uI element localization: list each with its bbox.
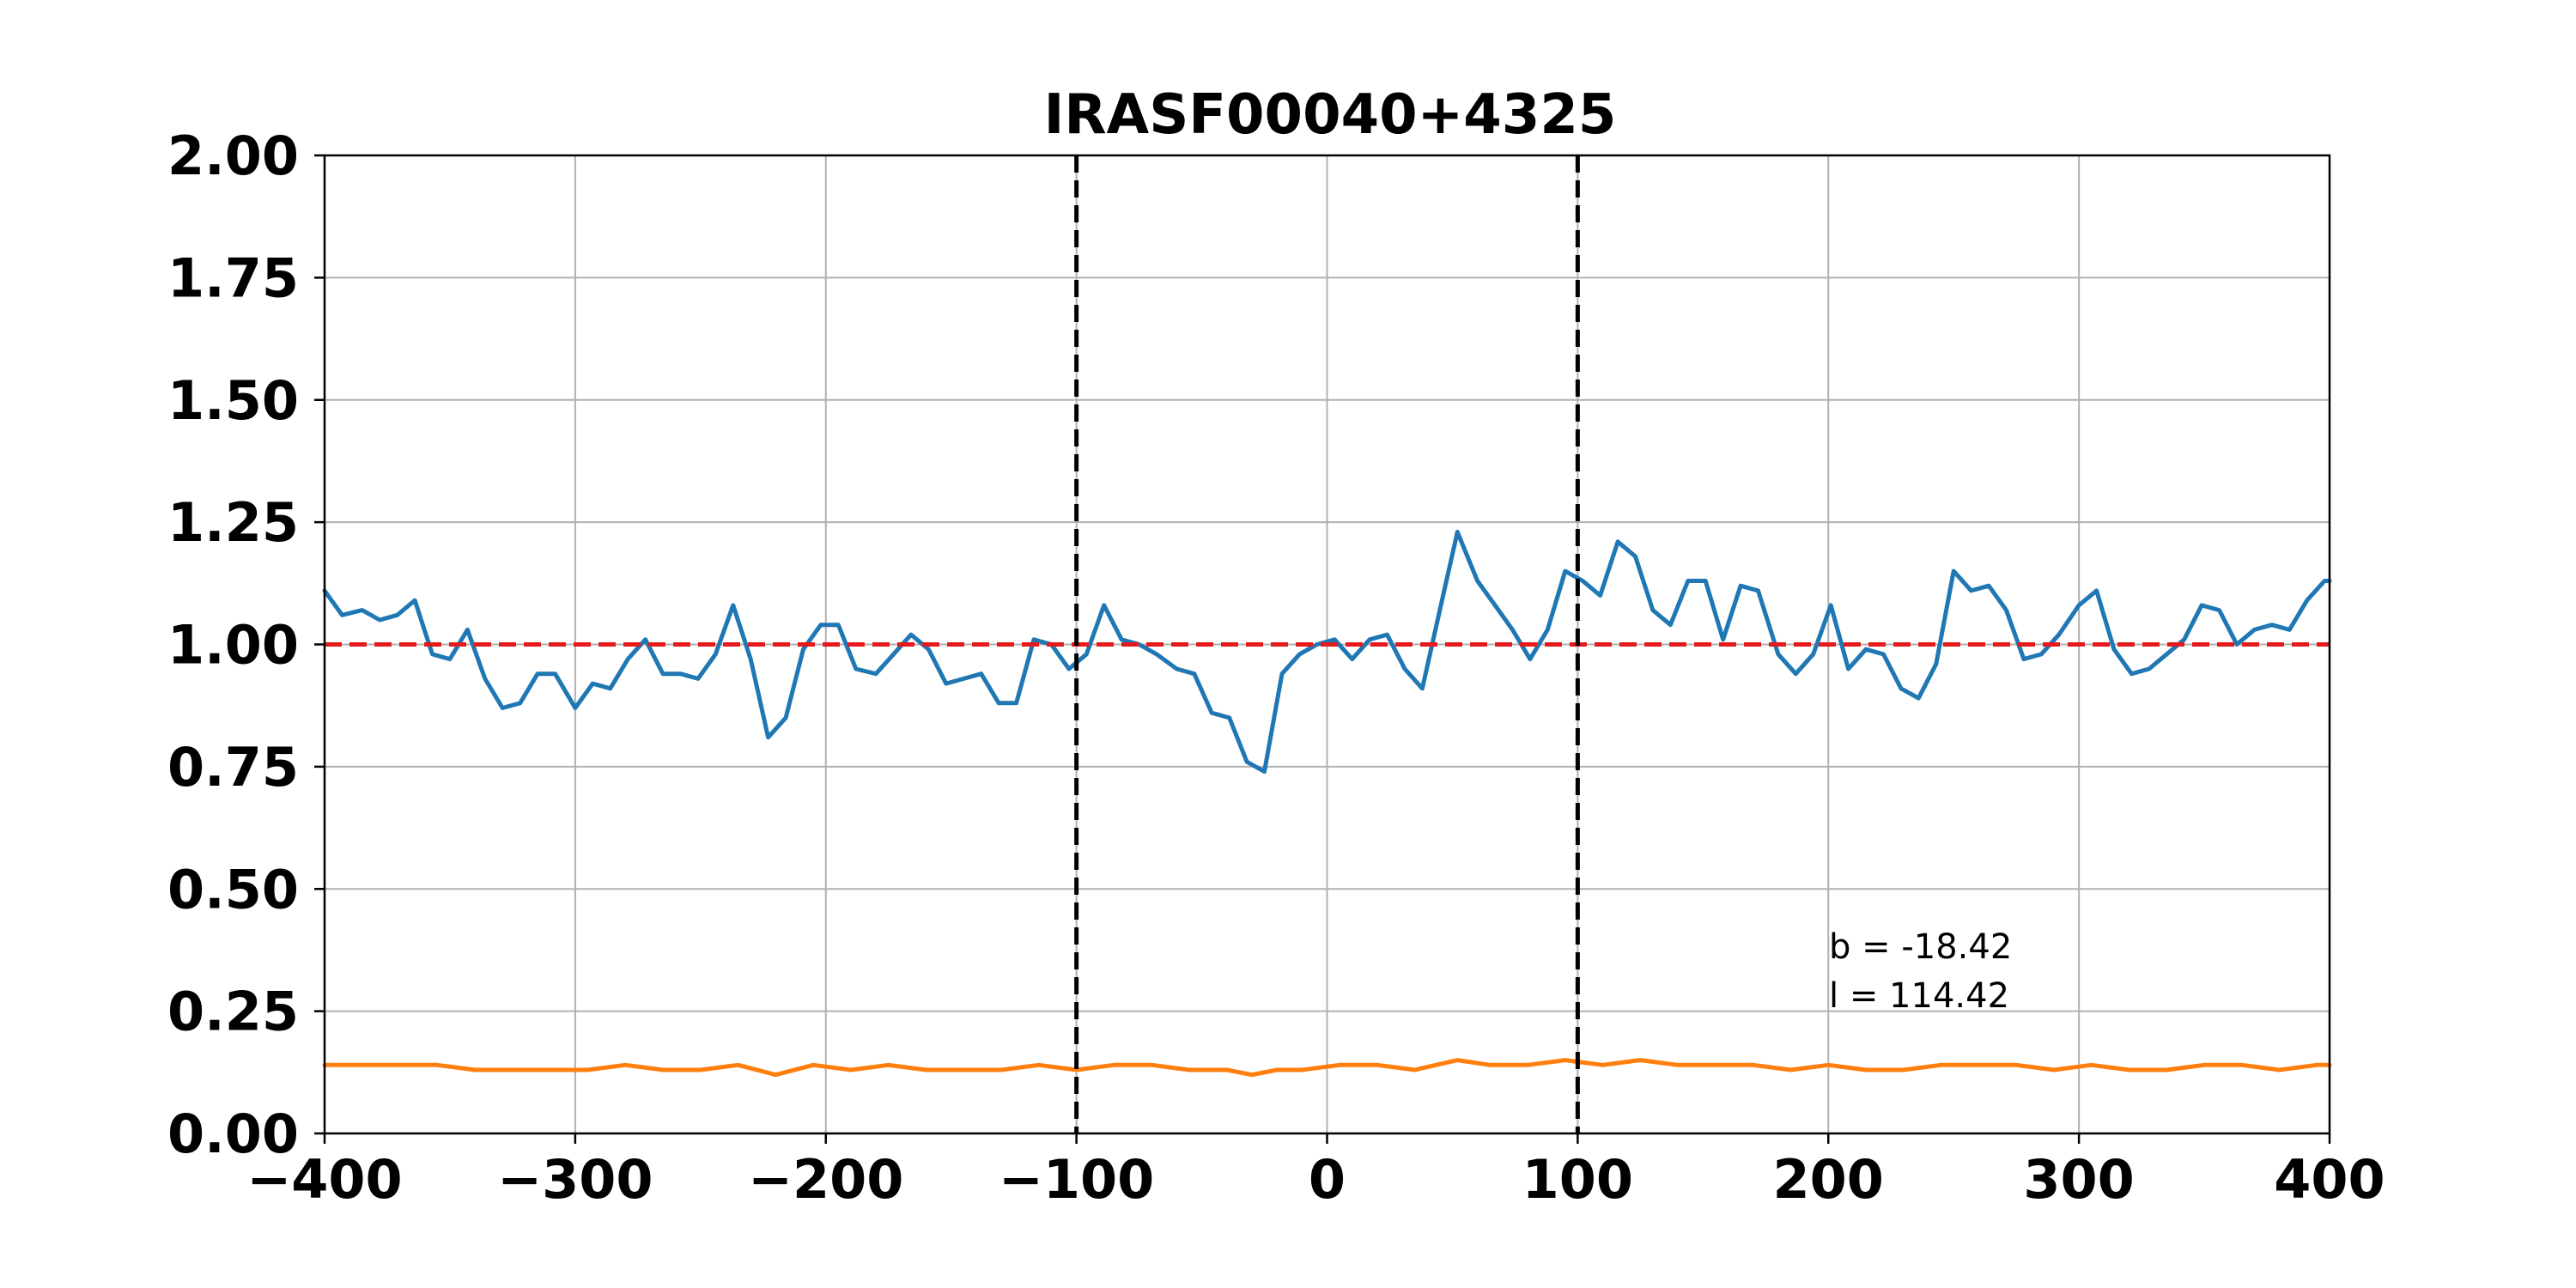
x-tick-label: −400 [246,1148,402,1211]
y-tick-label: 1.75 [167,246,299,309]
x-tick-label: 400 [2274,1148,2385,1211]
annotation-b: b = -18.42 [1829,927,2012,967]
y-tick-label: 1.25 [167,491,299,554]
y-tick-label: 0.00 [167,1103,299,1165]
x-tick-label: 300 [2023,1148,2134,1211]
y-tick-label: 2.00 [167,125,299,187]
annotation-l: l = 114.42 [1829,976,2009,1016]
y-tick-label: 0.50 [167,858,299,920]
tick-layer: −400 −300 −200 −100 0 100 200 300 400 0.00 0.25 0.5… [167,125,2385,1211]
x-tick-label: −100 [999,1148,1154,1211]
x-tick-label: 200 [1773,1148,1884,1211]
reference-lines-layer [325,155,2330,1133]
chart-title: IRASF00040+4325 [1044,83,1617,147]
y-tick-label: 1.00 [167,614,299,677]
x-tick-label: 100 [1522,1148,1633,1211]
series-layer [322,530,2332,1078]
series-line-blue [322,530,2332,775]
x-tick-label: −300 [497,1148,653,1211]
y-tick-label: 1.50 [167,369,299,432]
y-tick-label: 0.25 [167,981,299,1043]
series-line-orange [322,1058,2332,1078]
y-tick-label: 0.75 [167,736,299,799]
x-tick-label: −200 [748,1148,903,1211]
x-tick-label: 0 [1309,1148,1346,1211]
